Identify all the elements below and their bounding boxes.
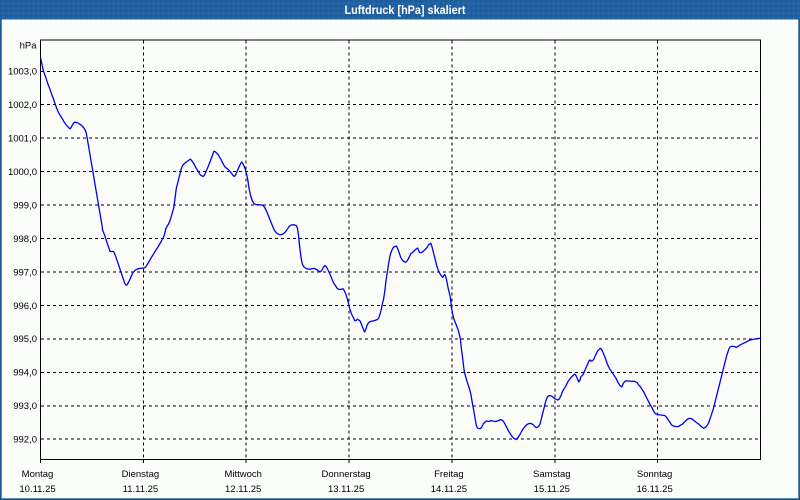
svg-text:16.11.25: 16.11.25 bbox=[636, 484, 672, 495]
svg-text:Freitag: Freitag bbox=[434, 469, 464, 480]
svg-text:998,0: 998,0 bbox=[13, 234, 37, 245]
svg-text:15.11.25: 15.11.25 bbox=[534, 484, 570, 495]
svg-text:Montag: Montag bbox=[22, 469, 54, 480]
svg-text:12.11.25: 12.11.25 bbox=[225, 484, 261, 495]
svg-text:999,0: 999,0 bbox=[13, 201, 37, 212]
svg-text:10.11.25: 10.11.25 bbox=[19, 484, 55, 495]
svg-text:997,0: 997,0 bbox=[13, 267, 37, 278]
svg-text:Luftdruck [hPa] skaliert: Luftdruck [hPa] skaliert bbox=[345, 5, 466, 17]
svg-text:Sonntag: Sonntag bbox=[637, 469, 672, 480]
svg-text:1002,0: 1002,0 bbox=[8, 100, 37, 111]
svg-text:13.11.25: 13.11.25 bbox=[328, 484, 364, 495]
svg-text:hPa: hPa bbox=[20, 41, 38, 52]
svg-text:14.11.25: 14.11.25 bbox=[431, 484, 467, 495]
svg-text:1003,0: 1003,0 bbox=[8, 67, 37, 78]
svg-text:996,0: 996,0 bbox=[13, 301, 37, 312]
svg-text:994,0: 994,0 bbox=[13, 368, 37, 379]
svg-text:1000,0: 1000,0 bbox=[8, 167, 37, 178]
svg-text:Samstag: Samstag bbox=[533, 469, 571, 480]
svg-text:11.11.25: 11.11.25 bbox=[123, 484, 159, 495]
svg-text:Dienstag: Dienstag bbox=[122, 469, 160, 480]
svg-text:Mittwoch: Mittwoch bbox=[224, 469, 261, 480]
svg-text:993,0: 993,0 bbox=[13, 401, 37, 412]
svg-text:1001,0: 1001,0 bbox=[8, 134, 37, 145]
svg-text:995,0: 995,0 bbox=[13, 334, 37, 345]
svg-text:992,0: 992,0 bbox=[13, 435, 37, 446]
svg-text:Donnerstag: Donnerstag bbox=[322, 469, 371, 480]
